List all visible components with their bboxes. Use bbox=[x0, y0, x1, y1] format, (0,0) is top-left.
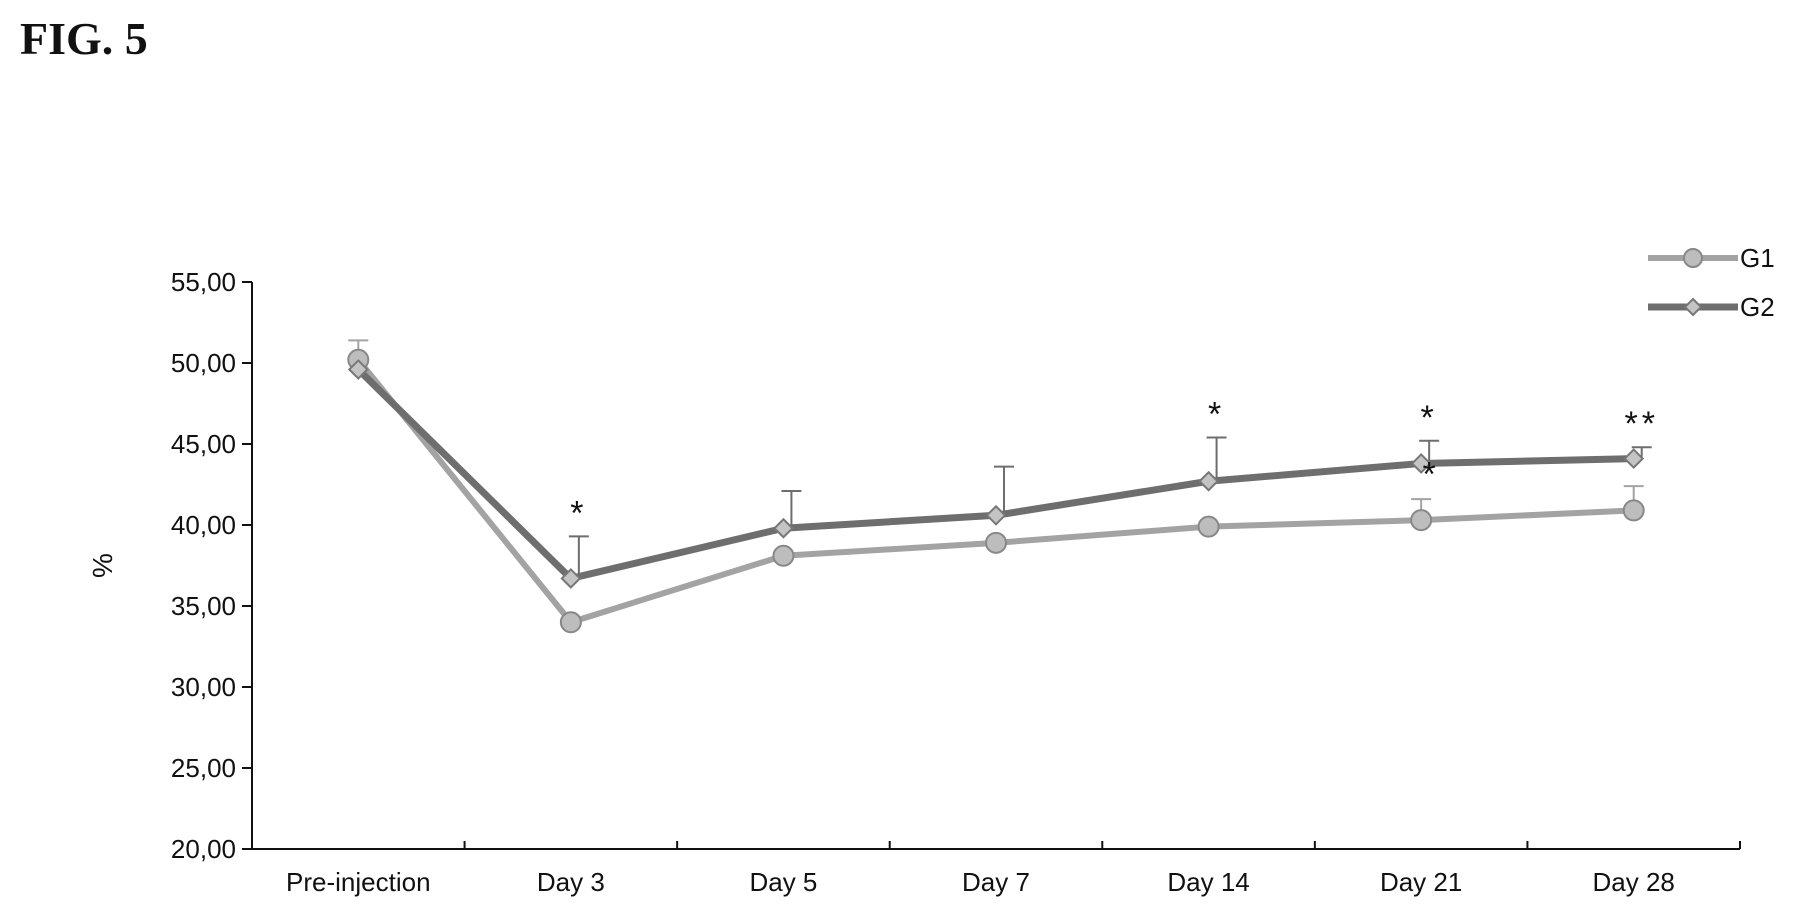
figure-label: FIG. 5 bbox=[20, 13, 148, 64]
data-point-g1 bbox=[559, 611, 582, 634]
chart-legend: G1 G2 bbox=[1648, 243, 1775, 322]
y-tick-label: 25,00 bbox=[171, 753, 236, 783]
significance-mark: * bbox=[1423, 455, 1436, 493]
data-point-g1 bbox=[772, 544, 795, 567]
y-tick-label: 20,00 bbox=[171, 834, 236, 864]
data-point-g1 bbox=[1197, 515, 1220, 538]
x-tick-label: Pre-injection bbox=[286, 867, 431, 897]
data-point-g2 bbox=[1410, 453, 1432, 474]
legend-marker-g2 bbox=[1683, 297, 1703, 317]
significance-mark: * bbox=[1421, 399, 1438, 437]
data-point-g2 bbox=[985, 504, 1007, 526]
x-tick-label: Day 14 bbox=[1167, 867, 1249, 897]
y-tick-label: 40,00 bbox=[171, 510, 236, 540]
x-tick-label: Day 28 bbox=[1593, 867, 1675, 897]
x-tick-label: Day 7 bbox=[962, 867, 1030, 897]
y-tick-label: 50,00 bbox=[171, 348, 236, 378]
data-point-g2 bbox=[560, 568, 582, 589]
legend-marker-g1 bbox=[1683, 248, 1703, 268]
legend-label-g1: G1 bbox=[1740, 243, 1775, 273]
significance-annotations: ** * *** bbox=[570, 396, 1658, 533]
data-point-g1 bbox=[985, 531, 1007, 554]
chart-axes: 20,00 25,00 30,00 35,00 40,00 45,00 50,00 55,00… bbox=[87, 267, 1741, 897]
series-markers bbox=[347, 348, 1645, 634]
data-point-g2 bbox=[1198, 470, 1219, 492]
y-tick-label: 55,00 bbox=[171, 267, 236, 297]
significance-mark: * bbox=[570, 494, 587, 532]
data-point-g2 bbox=[1623, 448, 1645, 469]
y-axis-title: % bbox=[87, 553, 118, 578]
data-point-g2 bbox=[773, 517, 794, 539]
x-tick-label: Day 21 bbox=[1380, 867, 1462, 897]
x-tick-label: Day 3 bbox=[537, 867, 605, 897]
series-lines bbox=[355, 357, 1634, 626]
significance-mark: * bbox=[1208, 396, 1225, 434]
error-bars bbox=[348, 339, 1652, 579]
y-tick-label: 45,00 bbox=[171, 429, 236, 459]
data-point-g1 bbox=[1622, 499, 1645, 522]
significance-mark: ** bbox=[1624, 405, 1658, 443]
legend-label-g2: G2 bbox=[1740, 292, 1775, 322]
y-tick-label: 30,00 bbox=[171, 672, 236, 702]
data-point-g2 bbox=[347, 359, 369, 380]
series-line-g1 bbox=[355, 357, 1634, 626]
data-point-g1 bbox=[1410, 509, 1433, 532]
x-tick-label: Day 5 bbox=[749, 867, 817, 897]
y-tick-label: 35,00 bbox=[171, 591, 236, 621]
